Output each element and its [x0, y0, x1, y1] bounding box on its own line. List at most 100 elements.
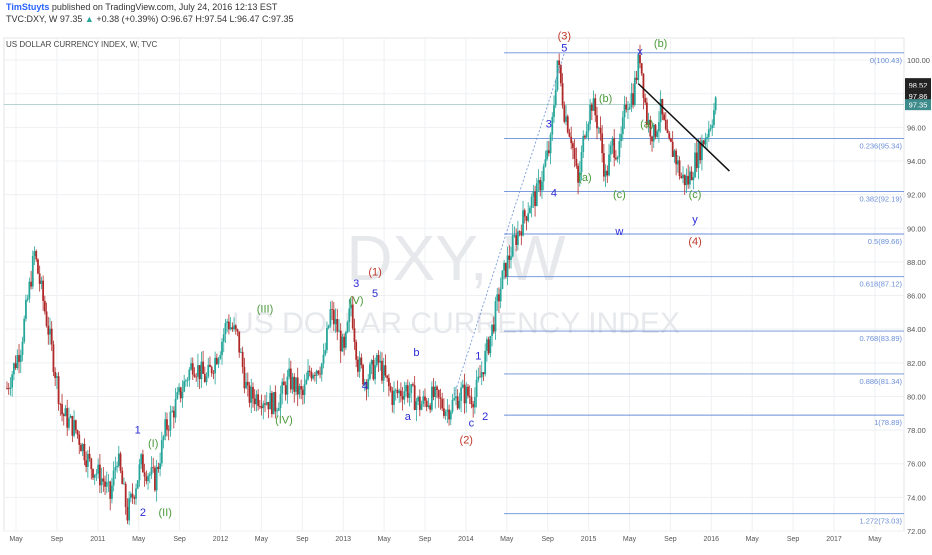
publisher-name[interactable]: TimStuyts — [6, 2, 50, 12]
candle-body — [599, 127, 602, 134]
candle-body — [219, 355, 222, 359]
candle-body — [570, 136, 573, 144]
candle-body — [296, 377, 299, 395]
candle-body — [463, 384, 466, 404]
wave-label: (I) — [148, 438, 158, 450]
candle-body — [640, 63, 643, 74]
candle-body — [573, 148, 576, 159]
candle-body — [37, 259, 39, 274]
candle-body — [241, 351, 244, 368]
trendline — [637, 83, 730, 172]
candle-body — [224, 323, 227, 335]
candle-body — [647, 119, 650, 125]
candle-body — [602, 153, 605, 177]
fib-level-label: 0(100.43) — [870, 56, 903, 65]
y-tick-label: 80.00 — [907, 392, 926, 401]
candle-body — [713, 110, 715, 126]
candle-body — [117, 453, 120, 466]
candle-body — [372, 360, 375, 380]
candle-body — [50, 328, 53, 345]
wave-label: (b) — [599, 93, 612, 105]
candle-body — [217, 358, 220, 365]
candle-body — [470, 396, 473, 405]
candle-body — [706, 136, 708, 139]
wave-label: a — [405, 411, 412, 423]
candle-body — [449, 411, 452, 420]
candle-body — [589, 104, 592, 124]
candle-body — [93, 474, 96, 478]
candle-body — [197, 365, 199, 377]
candle-body — [265, 402, 268, 405]
candle-body — [503, 262, 506, 271]
candle-body — [92, 469, 94, 478]
candle-body — [699, 142, 702, 161]
symbol-label: TVC:DXY, W — [6, 14, 58, 24]
candle-body — [644, 97, 647, 103]
candle-body — [682, 174, 684, 179]
candle-body — [499, 288, 502, 302]
candle-body — [367, 378, 370, 390]
wave-label: (IV) — [275, 414, 293, 426]
candle-body — [85, 460, 88, 467]
candle-body — [181, 391, 184, 399]
candle-body — [685, 175, 688, 186]
wave-label: (1) — [368, 266, 381, 278]
y-tick-label: 100.00 — [907, 56, 930, 65]
candle-body — [613, 138, 616, 158]
candle-body — [236, 329, 239, 332]
candle-body — [439, 397, 442, 399]
x-tick-label: Sep — [51, 536, 64, 543]
candle-body — [608, 154, 610, 176]
candle-body — [112, 470, 115, 486]
candle-body — [305, 379, 308, 385]
candle-body — [28, 281, 31, 299]
y-tick-label: 92.00 — [907, 191, 926, 200]
candle-body — [561, 83, 564, 106]
candle-body — [159, 463, 161, 469]
candle-body — [141, 454, 144, 473]
candle-body — [169, 411, 172, 431]
candle-body — [673, 150, 676, 158]
candle-body — [537, 179, 540, 184]
candle-body — [6, 388, 8, 389]
candle-body — [26, 298, 29, 300]
x-tick-label: Sep — [296, 536, 309, 543]
fib-level-label: 0.618(87.12) — [859, 280, 902, 289]
candle-body — [547, 150, 550, 154]
candle-body — [76, 430, 79, 435]
candle-body — [436, 386, 438, 391]
x-tick-label: May — [9, 536, 23, 543]
candle-body — [522, 210, 524, 236]
candle-body — [627, 109, 629, 111]
wave-label: 3 — [546, 118, 552, 130]
wave-label: (2) — [460, 435, 473, 447]
candle-body — [386, 375, 389, 378]
candle-body — [270, 393, 273, 415]
candle-body — [215, 357, 218, 365]
y-tick-label: 76.00 — [907, 460, 926, 469]
wave-label: (II) — [159, 507, 172, 519]
candle-body — [105, 482, 108, 487]
candle-body — [61, 404, 63, 415]
candle-body — [606, 170, 609, 176]
candle-body — [623, 104, 626, 118]
candle-body — [544, 159, 547, 167]
candle-body — [14, 363, 17, 369]
candle-body — [413, 385, 416, 410]
candle-body — [465, 386, 468, 404]
candle-body — [375, 355, 378, 366]
candle-body — [446, 409, 449, 412]
candle-body — [152, 467, 155, 469]
candle-body — [649, 119, 652, 137]
candle-body — [398, 390, 401, 394]
wave-label: 4 — [551, 187, 557, 199]
wave-label: 4 — [362, 381, 368, 393]
candle-body — [572, 143, 574, 149]
candle-body — [301, 389, 304, 396]
candle-body — [563, 105, 566, 122]
candle-body — [494, 301, 497, 332]
candle-body — [74, 420, 77, 431]
candle-body — [341, 336, 344, 352]
candle-body — [179, 387, 182, 399]
